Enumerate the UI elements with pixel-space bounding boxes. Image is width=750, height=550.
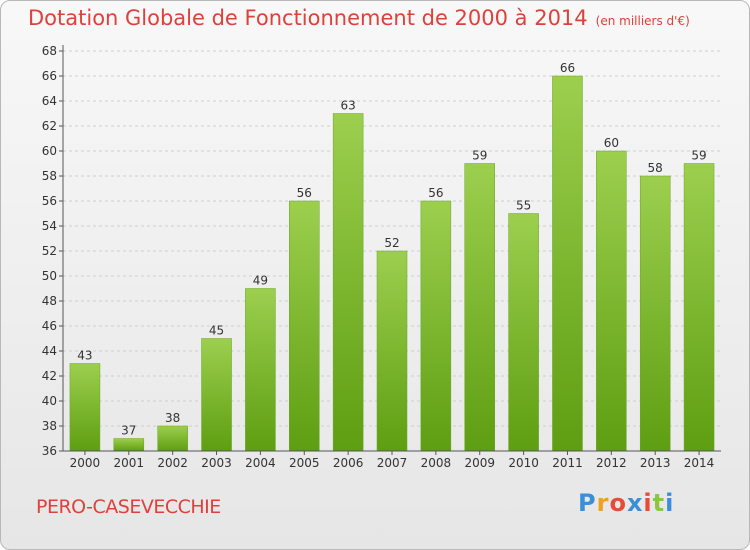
logo-letter: r bbox=[596, 489, 610, 517]
bar bbox=[376, 250, 408, 452]
y-tick-label: 40 bbox=[42, 394, 57, 408]
bar-value-label: 52 bbox=[384, 236, 399, 250]
bar bbox=[245, 288, 276, 452]
y-tick-label: 36 bbox=[42, 444, 57, 458]
chart-title: Dotation Globale de Fonctionnement de 20… bbox=[28, 6, 690, 30]
y-tick-label: 54 bbox=[42, 219, 57, 233]
bar-value-label: 59 bbox=[472, 149, 487, 163]
bar bbox=[683, 163, 715, 452]
logo-letter: i bbox=[643, 489, 653, 517]
y-tick-label: 62 bbox=[42, 119, 57, 133]
bars bbox=[69, 75, 715, 452]
bar bbox=[69, 363, 101, 452]
bar-value-label: 55 bbox=[516, 199, 531, 213]
bar-value-label: 37 bbox=[121, 424, 136, 438]
y-tick-label: 52 bbox=[42, 244, 57, 258]
y-tick-label: 68 bbox=[42, 44, 57, 58]
bar-value-label: 43 bbox=[77, 349, 92, 363]
y-tick-label: 50 bbox=[42, 269, 57, 283]
bar-value-label: 45 bbox=[209, 324, 224, 338]
bar bbox=[464, 163, 495, 452]
bar-value-label: 56 bbox=[297, 186, 312, 200]
bar bbox=[596, 150, 627, 452]
bar bbox=[332, 113, 364, 452]
bar-value-label: 59 bbox=[691, 149, 706, 163]
bar-value-label: 56 bbox=[428, 186, 443, 200]
y-tick-label: 66 bbox=[42, 69, 57, 83]
x-tick-label: 2012 bbox=[596, 456, 627, 470]
bar-value-label: 38 bbox=[165, 411, 180, 425]
bar bbox=[508, 213, 539, 452]
y-tick-label: 58 bbox=[42, 169, 57, 183]
x-tick-label: 2003 bbox=[201, 456, 232, 470]
bar bbox=[201, 338, 232, 452]
x-tick-label: 2007 bbox=[377, 456, 408, 470]
x-tick-label: 2008 bbox=[421, 456, 452, 470]
y-tick-label: 44 bbox=[42, 344, 57, 358]
x-tick-label: 2004 bbox=[245, 456, 276, 470]
bar bbox=[113, 438, 145, 452]
logo-letter: P bbox=[578, 489, 597, 517]
axes bbox=[59, 45, 721, 455]
bar-value-label: 49 bbox=[253, 274, 268, 288]
chart-title-text: Dotation Globale de Fonctionnement de 20… bbox=[28, 6, 588, 30]
bar-value-label: 58 bbox=[648, 161, 663, 175]
bar-value-label: 60 bbox=[604, 136, 619, 150]
x-tick-label: 2001 bbox=[114, 456, 145, 470]
bar bbox=[552, 75, 583, 452]
x-tick-label: 2006 bbox=[333, 456, 364, 470]
y-tick-label: 60 bbox=[42, 144, 57, 158]
x-tick-label: 2011 bbox=[552, 456, 583, 470]
x-tick-label: 2000 bbox=[70, 456, 101, 470]
bar bbox=[420, 200, 452, 452]
x-tick-label: 2002 bbox=[157, 456, 188, 470]
bar bbox=[639, 175, 671, 452]
labels: 36 38 40 42 44 46 48 50 52 54 56 58 60 62 64 66 68 43 2000… bbox=[42, 44, 715, 470]
y-tick-label: 64 bbox=[42, 94, 57, 108]
bar bbox=[157, 425, 188, 452]
logo-letter: i bbox=[665, 489, 675, 517]
bar bbox=[289, 200, 320, 452]
x-tick-label: 2009 bbox=[464, 456, 495, 470]
bar-value-label: 63 bbox=[340, 99, 355, 113]
commune-name: PERO-CASEVECCHIE bbox=[36, 496, 221, 518]
proxiti-logo: Proxiti bbox=[578, 489, 674, 517]
y-tick-label: 42 bbox=[42, 369, 57, 383]
y-tick-label: 38 bbox=[42, 419, 57, 433]
x-tick-label: 2014 bbox=[684, 456, 715, 470]
x-tick-label: 2013 bbox=[640, 456, 671, 470]
logo-letter: t bbox=[652, 489, 666, 517]
y-tick-label: 46 bbox=[42, 319, 57, 333]
y-tick-label: 48 bbox=[42, 294, 57, 308]
chart-subtitle: (en milliers d'€) bbox=[595, 14, 690, 28]
logo-letter: o bbox=[609, 489, 627, 517]
y-tick-label: 56 bbox=[42, 194, 57, 208]
logo-letter: x bbox=[626, 489, 644, 517]
x-tick-label: 2010 bbox=[508, 456, 539, 470]
bar-value-label: 66 bbox=[560, 61, 575, 75]
x-tick-label: 2005 bbox=[289, 456, 320, 470]
